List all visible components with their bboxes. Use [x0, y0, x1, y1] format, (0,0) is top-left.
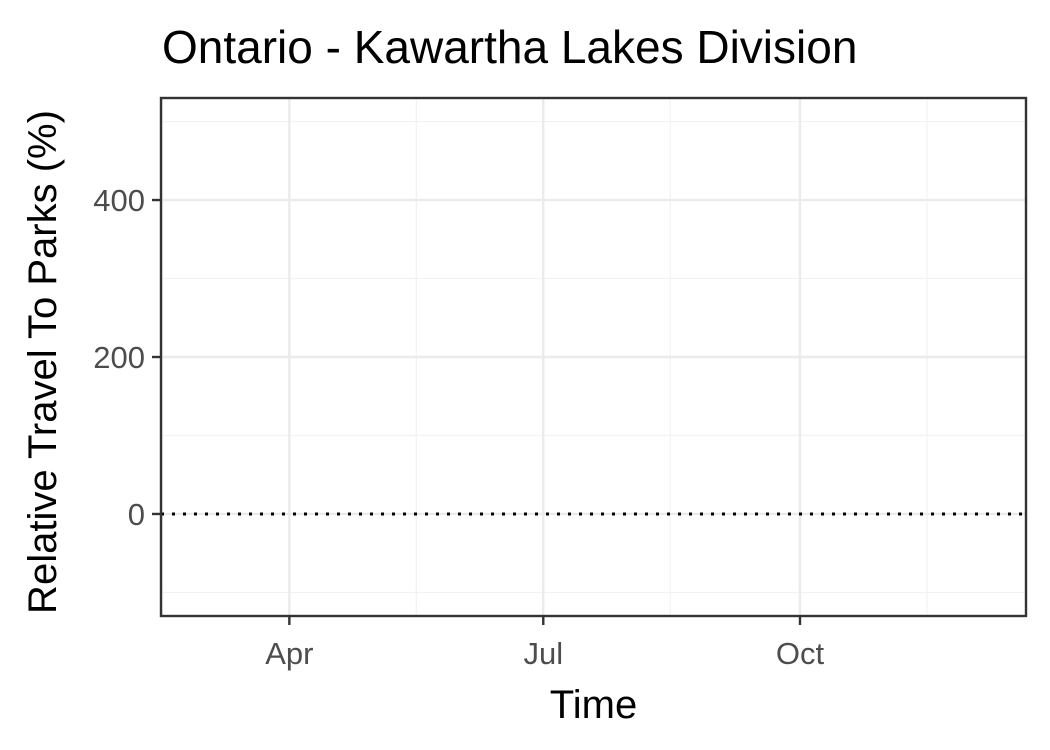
y-axis-title: Relative Travel To Parks (%) — [21, 110, 65, 614]
x-axis: Apr Jul Oct — [265, 616, 824, 671]
chart-title: Ontario - Kawartha Lakes Division — [162, 21, 857, 73]
x-tick-label: Apr — [265, 636, 313, 671]
x-axis-title: Time — [550, 683, 637, 727]
y-tick-label: 400 — [93, 183, 145, 218]
y-axis: 0 200 400 — [93, 183, 161, 532]
y-tick-label: 0 — [128, 497, 145, 532]
x-tick-label: Oct — [776, 636, 825, 671]
y-tick-label: 200 — [93, 340, 145, 375]
x-tick-label: Jul — [523, 636, 563, 671]
